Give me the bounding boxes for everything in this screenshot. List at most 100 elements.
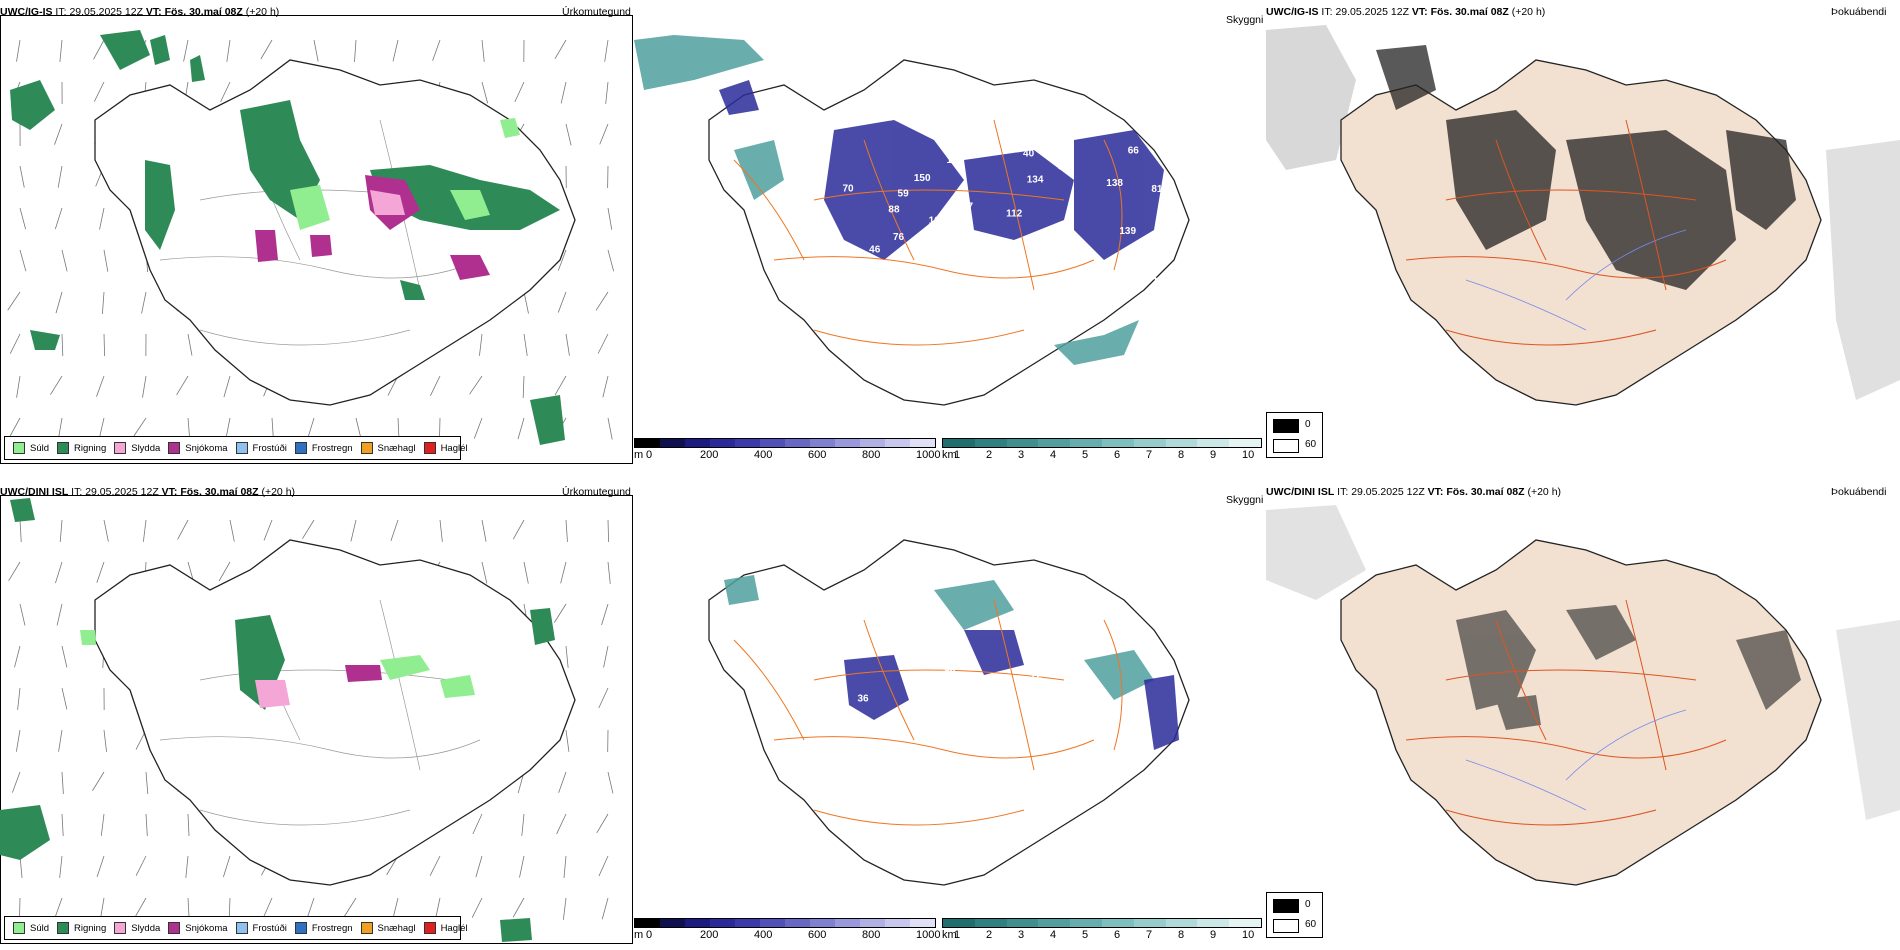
wind-barb (54, 123, 63, 145)
cloud-base-label: 101 (929, 216, 946, 227)
legend-item-snjokoma: Snjókoma (168, 442, 228, 454)
cloud-labels: 101 81 57 166 57 49 93 95 134 66 150 139 138 20 46 112 1… (842, 120, 1178, 295)
wind-barb (560, 81, 567, 104)
wind-barb (565, 645, 569, 668)
wind-barb (472, 813, 483, 835)
cloud-base-label: 86 (988, 147, 1000, 158)
wind-barb (565, 333, 570, 356)
wind-barb (392, 897, 399, 920)
wind-barb (481, 561, 488, 584)
wind-barb (99, 207, 105, 230)
swatch (13, 442, 25, 454)
panel-title: Skyggni (1226, 494, 1264, 506)
cloud-base-label: 95 (1072, 120, 1084, 131)
wind-barb (142, 519, 147, 542)
colorbar-ticks: m 0 200 400 600 800 1000 (634, 928, 940, 942)
wind-barb (481, 81, 489, 104)
panel-title: Úrkomutegund (562, 6, 631, 18)
swatch (235, 922, 248, 934)
lead-time: (+20 h) (1511, 6, 1546, 18)
fog-swatch-0 (1273, 899, 1299, 913)
swatch (114, 442, 127, 454)
colorbar-tick: 200 (700, 929, 719, 941)
wind-barb (187, 813, 190, 836)
colorbar-cell (685, 439, 710, 447)
wind-barb (607, 519, 610, 543)
colorbar-tick: 1000 (916, 449, 941, 461)
wind-barb (563, 855, 567, 878)
cloud-base-label: 974 (911, 280, 928, 291)
wind-barb (355, 417, 362, 440)
wind-barb (96, 561, 105, 583)
iceland-outline (94, 539, 576, 886)
cloud-base-label: 81 (1151, 184, 1163, 195)
legend-label: Súld (30, 442, 50, 454)
wind-barb (556, 813, 567, 835)
colorbar-cell (943, 919, 975, 927)
colorbar-unit: km (942, 449, 957, 461)
wind-barb (554, 39, 567, 60)
colorbar-cell (660, 919, 685, 927)
legend-item-rigning: Rigning (57, 442, 106, 454)
panel-header: UWC/IG-IS IT: 29.05.2025 12Z VT: Fös. 30… (1266, 6, 1545, 18)
swatch (114, 922, 127, 934)
panel-title: Úrkomutegund (562, 486, 631, 498)
colorbar-cell (685, 919, 710, 927)
colorbar-tick: 2 (986, 449, 993, 461)
wind-barb (92, 771, 105, 791)
wind-barb (605, 81, 609, 104)
wind-barb (603, 645, 609, 668)
fog-label-60: 60 (1305, 439, 1317, 450)
wind-barb (61, 813, 64, 836)
wind-barb (562, 897, 567, 920)
legend-item-frostudi: Frostúði (235, 922, 287, 934)
fog-label-0: 0 (1305, 419, 1311, 430)
cloud-base-label: 157 (1158, 137, 1175, 148)
wind-barb (225, 417, 231, 440)
cloud-panel-top: Skyggni 101 81 57 166 57 49 93 95 134 66 150 139 138… (634, 0, 1266, 470)
wind-barb (260, 39, 273, 60)
cloudbase-colorbar: m 0 200 400 600 800 1000 (634, 438, 940, 462)
cloud-base-label: 57 (1019, 126, 1031, 137)
wind-barb (607, 771, 614, 794)
swatch (168, 922, 181, 934)
snow-areas (345, 665, 382, 682)
wind-barb (8, 561, 21, 582)
wind-barb (17, 687, 21, 710)
wind-barb (9, 333, 21, 354)
wind-barb (607, 561, 611, 584)
cloud-base-label: 101 (947, 155, 964, 166)
iceland-outline (1340, 59, 1822, 406)
wind-barb (19, 519, 22, 542)
cloud-base-label: 70 (842, 184, 854, 195)
swatch (423, 442, 436, 454)
wind-barb (439, 519, 443, 542)
wind-barb (553, 603, 567, 623)
wind-barb (12, 771, 21, 793)
cloud-base-label: 978 (1156, 284, 1173, 295)
colorbar-cell (1165, 439, 1198, 447)
vt-value: Fös. 30.maí 08Z (164, 6, 243, 18)
legend-label: Frostregn (311, 922, 353, 934)
wind-barb (141, 291, 147, 314)
model-name: UWC/IG-IS (0, 6, 53, 18)
colorbar-ticks: km 1 2 3 4 5 6 7 8 9 10 (942, 448, 1262, 462)
wind-barb (59, 519, 63, 542)
wind-barb (96, 375, 105, 397)
colorbar-tick: 200 (700, 449, 719, 461)
colorbar-tick: 0 (646, 449, 653, 461)
it-label: IT: (1337, 486, 1349, 498)
swatch (360, 922, 373, 934)
colorbar-tick: 4 (1050, 449, 1057, 461)
vt-value: Fös. 30.maí 08Z (1446, 486, 1525, 498)
iceland-outline (708, 539, 1190, 886)
cloud-base-label: 112 (1006, 209, 1023, 220)
colorbar-tick: 1000 (916, 929, 941, 941)
precip-panel-top: UWC/IG-IS IT: 29.05.2025 12Z VT: Fös. 30… (0, 0, 634, 470)
it-label: IT: (71, 486, 83, 498)
wind-barb (61, 771, 64, 794)
colorbar-cell (735, 919, 760, 927)
wind-barb (61, 249, 68, 272)
swatch (360, 442, 373, 454)
colorbar-cell (974, 439, 1007, 447)
